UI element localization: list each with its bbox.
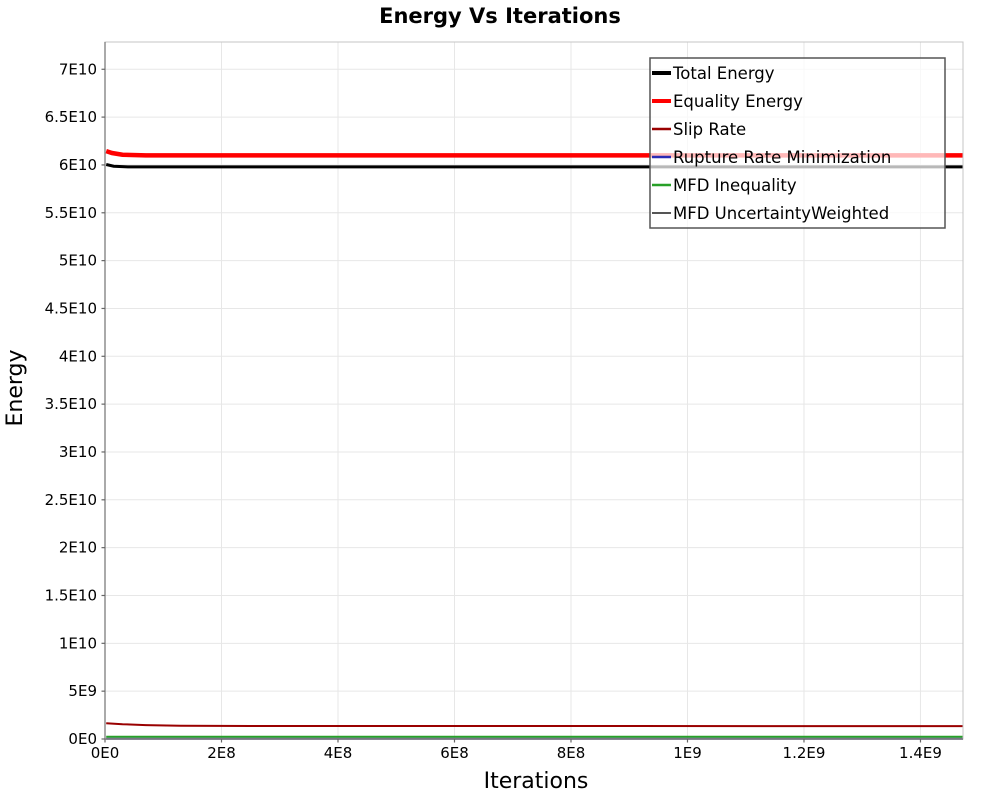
legend-item-label: Total Energy <box>672 64 775 83</box>
series-line-slip-rate <box>106 722 964 728</box>
series-line-equality-energy <box>105 148 963 158</box>
x-axis-title: Iterations <box>484 769 589 794</box>
y-tick-label: 6.5E10 <box>45 108 97 126</box>
y-tick-label: 5.5E10 <box>45 204 97 222</box>
legend: Total Energy Equality Energy Slip Rate Rupt… <box>649 57 946 229</box>
legend-item-label: MFD Inequality <box>673 176 797 195</box>
y-tick-label: 4E10 <box>59 347 97 365</box>
y-tick-label: 1E10 <box>59 634 97 652</box>
y-tick-label: 5E10 <box>59 252 97 270</box>
y-tick-label: 4.5E10 <box>45 299 97 317</box>
x-tick-label: 8E8 <box>557 744 586 762</box>
y-tick-label: 2E10 <box>59 539 97 557</box>
y-tick-label: 6E10 <box>59 156 97 174</box>
x-tick-label: 2E8 <box>207 744 236 762</box>
y-tick-label: 0E0 <box>68 730 97 748</box>
chart-title: Energy Vs Iterations <box>379 4 621 28</box>
series-line-total-energy <box>105 163 963 169</box>
legend-box <box>649 57 946 229</box>
legend-item-label: Slip Rate <box>673 120 746 139</box>
legend-item-label: Equality Energy <box>673 92 803 111</box>
y-tick-label: 1.5E10 <box>45 586 97 604</box>
x-tick-label: 0E0 <box>91 744 120 762</box>
y-tick-label: 7E10 <box>59 60 97 78</box>
y-tick-label: 3E10 <box>59 443 97 461</box>
x-tick-label: 4E8 <box>324 744 353 762</box>
x-tick-label: 1.4E9 <box>899 744 942 762</box>
x-tick-label: 1E9 <box>673 744 702 762</box>
x-tick-label: 1.2E9 <box>783 744 826 762</box>
x-tick-label: 6E8 <box>440 744 469 762</box>
legend-item-label: Rupture Rate Minimization <box>673 148 891 167</box>
y-axis-title: Energy <box>3 349 28 426</box>
y-tick-label: 2.5E10 <box>45 491 97 509</box>
y-tick-label: 3.5E10 <box>45 395 97 413</box>
plot-area: 0E0 2E8 4E8 6E8 8E8 1E9 1.2E9 1.4E9 0E0 5E9 1E10 1.… <box>45 41 964 762</box>
y-tick-label: 5E9 <box>68 682 97 700</box>
legend-item-label: MFD UncertaintyWeighted <box>673 204 889 223</box>
axis-ticks: 0E0 2E8 4E8 6E8 8E8 1E9 1.2E9 1.4E9 0E0 5E9 1E10 1.… <box>45 60 942 762</box>
